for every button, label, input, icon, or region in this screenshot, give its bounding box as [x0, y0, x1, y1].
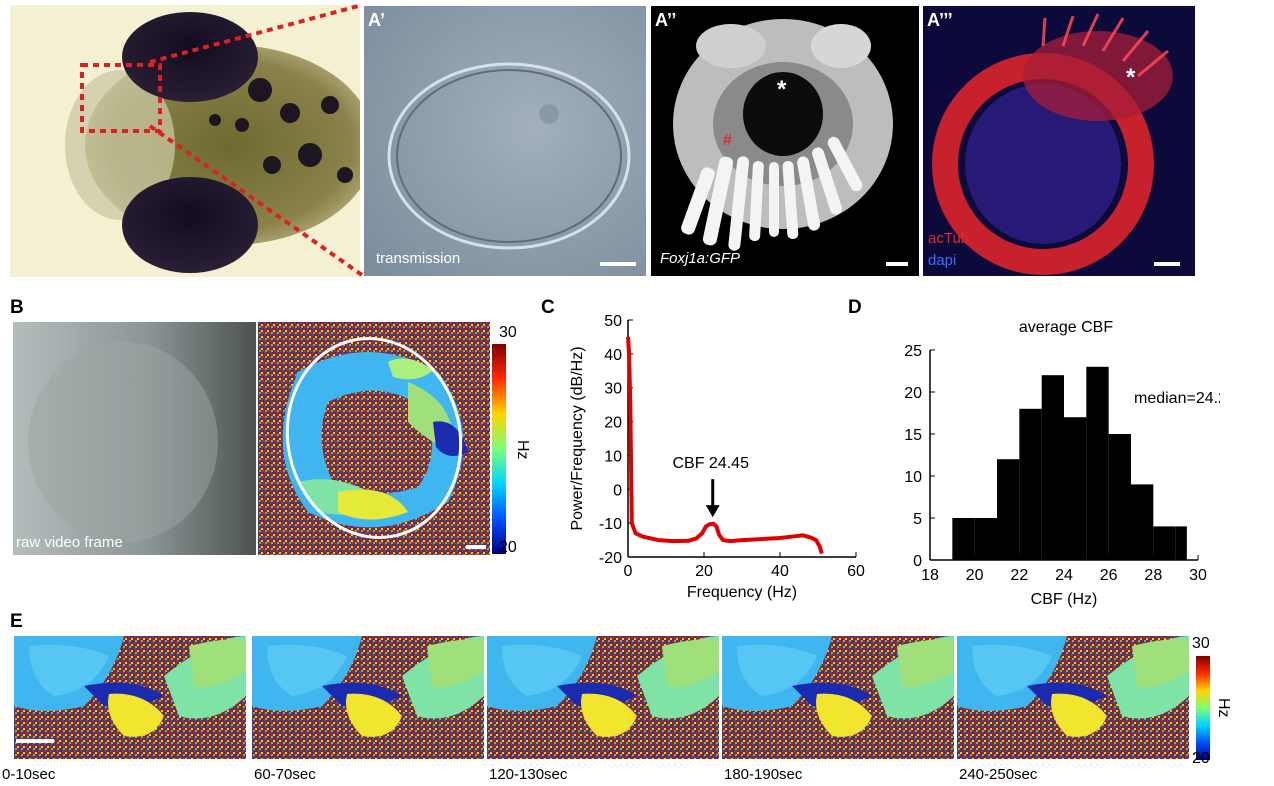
panel-label-c: C — [541, 297, 555, 318]
histogram-x-axis-label: CBF (Hz) — [1031, 591, 1098, 608]
foxj1a-gfp-image — [651, 6, 919, 276]
histogram-bar — [974, 518, 997, 560]
cbf-heatmap-image — [258, 322, 490, 555]
histogram-bar — [1041, 375, 1064, 560]
transmission-label: transmission — [376, 250, 461, 267]
gfp-label: Foxj1a:GFP — [660, 250, 741, 267]
histogram-x-tick-label: 24 — [1055, 567, 1073, 584]
histogram-y-tick-label: 5 — [913, 511, 922, 528]
psd-x-tick-label: 20 — [695, 563, 713, 580]
legend-dapi: dapi — [928, 252, 957, 269]
psd-y-tick-label: 50 — [604, 313, 622, 330]
histogram-bar — [1108, 434, 1131, 560]
cbf-time-frame-image — [14, 636, 246, 759]
histogram-median-annotation: median=24.27 — [1134, 390, 1220, 407]
time-frame-label: 60-70sec — [254, 766, 316, 783]
scale-bar — [886, 262, 908, 266]
psd-y-tick-label: -10 — [599, 516, 622, 533]
colorbar-e-unit: Hz — [1215, 698, 1232, 718]
histogram-x-tick-label: 20 — [966, 567, 984, 584]
raw-video-frame-image — [13, 322, 256, 555]
psd-chart: 0 20 40 60 50 40 30 20 10 0 -10 -20 CBF 24.45 Frequ… — [569, 313, 865, 601]
panel-label-a-triple-prime: A’’’ — [927, 10, 953, 30]
legend-actub: acTub — [928, 230, 970, 247]
cbf-time-frame-image — [722, 636, 954, 759]
transmission-image — [364, 6, 646, 276]
panel-label-d: D — [848, 297, 862, 318]
colorbar-b — [492, 344, 506, 554]
histogram-x-tick-label: 26 — [1100, 567, 1118, 584]
colorbar-e-min: 20 — [1192, 750, 1210, 767]
gfp-asterisk: * — [777, 76, 787, 103]
psd-series-line — [626, 336, 824, 555]
histogram-bar — [1153, 526, 1176, 560]
cbf-histogram: average CBF 18 20 22 24 26 28 30 0 5 10 15 20 25 med… — [904, 319, 1220, 608]
cbf-time-frame-image — [487, 636, 719, 759]
colorbar-e-max: 30 — [1192, 635, 1210, 652]
psd-y-tick-label: -20 — [599, 550, 622, 567]
histogram-x-tick-label: 30 — [1189, 567, 1207, 584]
panel-label-a-prime: A’ — [368, 10, 386, 30]
histogram-y-tick-label: 25 — [904, 343, 922, 360]
scale-bar — [466, 545, 486, 549]
scale-bar — [600, 262, 636, 266]
histogram-bar — [997, 459, 1020, 560]
psd-y-tick-label: 10 — [604, 448, 622, 465]
psd-y-tick-label: 0 — [613, 482, 622, 499]
time-frame-label: 180-190sec — [724, 766, 803, 783]
psd-x-tick-label: 60 — [847, 563, 865, 580]
psd-y-axis-label: Power/Frequency (dB/Hz) — [569, 346, 586, 530]
actub-dapi-image — [923, 6, 1195, 276]
panel-label-b: B — [10, 297, 24, 318]
cbf-arrow-head — [705, 505, 720, 518]
panel-label-a-double-prime: A’’ — [655, 10, 677, 30]
histogram-y-tick-label: 15 — [904, 427, 922, 444]
psd-x-tick-label: 0 — [624, 563, 633, 580]
colorbar-b-unit: Hz — [514, 440, 531, 460]
histogram-title: average CBF — [1019, 319, 1113, 336]
histogram-bar — [1064, 417, 1087, 560]
psd-y-tick-label: 20 — [604, 415, 622, 432]
actub-asterisk: * — [1126, 64, 1136, 91]
zoom-lines — [148, 3, 364, 277]
histogram-y-tick-label: 0 — [913, 553, 922, 570]
histogram-bar — [1086, 366, 1109, 560]
raw-video-frame-label: raw video frame — [16, 534, 123, 551]
cbf-time-frame-image — [252, 636, 484, 759]
histogram-y-tick-label: 10 — [904, 469, 922, 486]
psd-y-tick-label: 40 — [604, 347, 622, 364]
histogram-x-tick-label: 22 — [1010, 567, 1028, 584]
psd-axes — [627, 320, 856, 558]
time-frame-label: 0-10sec — [2, 766, 56, 783]
psd-x-tick-label: 40 — [771, 563, 789, 580]
scale-bar — [16, 739, 54, 743]
histogram-x-tick-label: 18 — [921, 567, 939, 584]
cbf-time-frame-image — [957, 636, 1189, 759]
colorbar-e — [1196, 656, 1210, 760]
scale-bar — [1154, 262, 1180, 266]
cbf-annotation: CBF 24.45 — [672, 455, 749, 472]
histogram-bar — [952, 518, 975, 560]
psd-ticks: 0 20 40 60 50 40 30 20 10 0 -10 -20 — [599, 313, 865, 580]
histogram-bar — [1019, 408, 1042, 560]
psd-x-axis-label: Frequency (Hz) — [687, 584, 797, 601]
colorbar-b-min: 20 — [499, 539, 517, 556]
time-frame-label: 120-130sec — [489, 766, 568, 783]
colorbar-b-max: 30 — [499, 324, 517, 341]
histogram-x-tick-label: 28 — [1144, 567, 1162, 584]
red-hash-marker: # — [723, 132, 732, 149]
histogram-bar — [1175, 526, 1187, 560]
histogram-bar — [1131, 484, 1154, 560]
histogram-y-tick-label: 20 — [904, 385, 922, 402]
psd-y-tick-label: 30 — [604, 381, 622, 398]
time-frame-label: 240-250sec — [959, 766, 1038, 783]
larva-brightfield-image — [10, 5, 360, 277]
panel-label-e: E — [10, 611, 23, 632]
